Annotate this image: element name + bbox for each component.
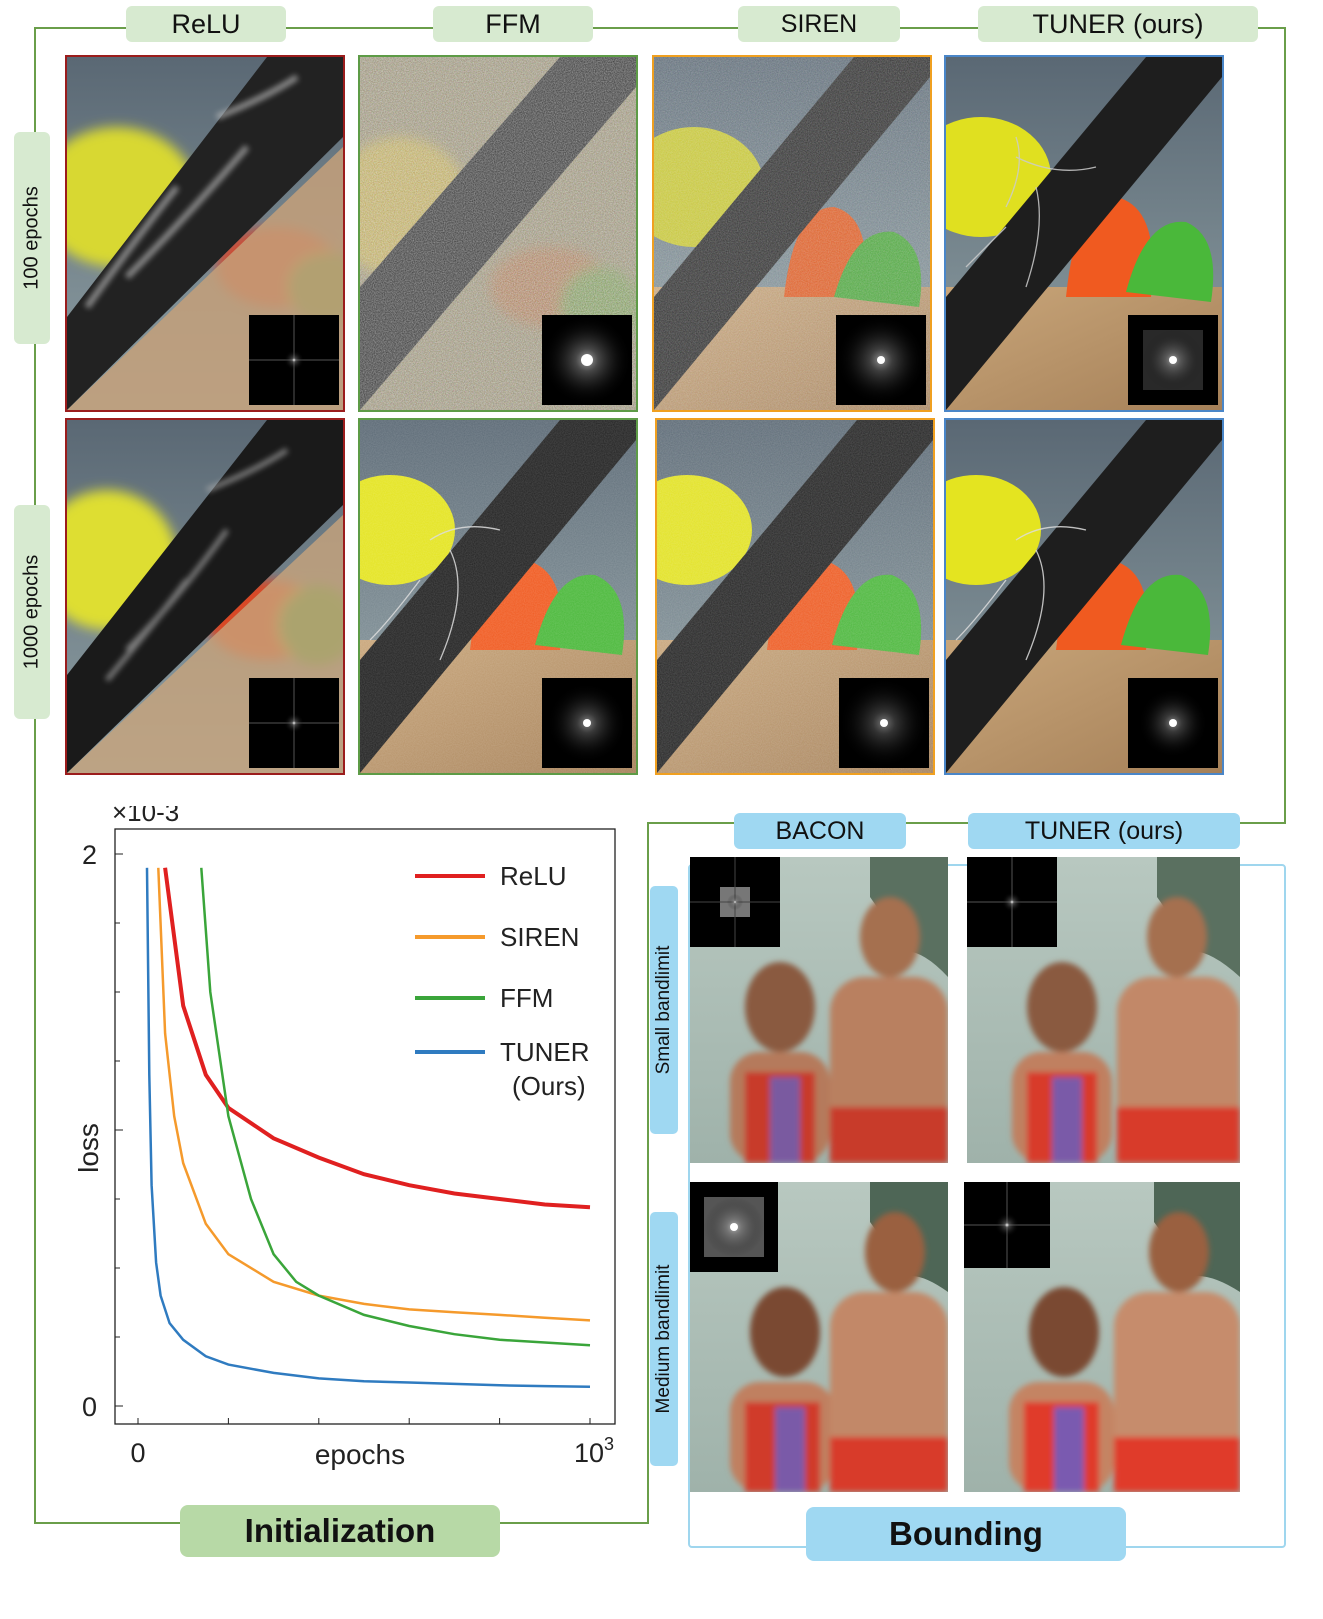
- loss-chart: ×10-3 loss epochs 0 2 0 103 ReLU SIREN FFM TUN…: [70, 797, 640, 1496]
- legend-label-1: SIREN: [500, 922, 579, 952]
- series-line-0: [163, 867, 591, 1210]
- fft-inset-ffm-1000: [542, 678, 632, 768]
- panel-ffm-1000: [358, 418, 638, 775]
- plot-area: [114, 828, 616, 1425]
- section-label-initialization: Initialization: [180, 1505, 500, 1557]
- series-line-3: [145, 867, 591, 1388]
- series-line-2: [200, 867, 591, 1347]
- fft-inset-siren-100: [836, 315, 926, 405]
- fft-inset-relu-100: [249, 315, 339, 405]
- fft-inset-bacon-small: [690, 857, 780, 947]
- initialization-frame-top: [34, 27, 1284, 29]
- legend-label-3: TUNER (Ours): [500, 1037, 590, 1101]
- bacon-small-photo: [690, 857, 948, 1163]
- series-line-1: [157, 867, 591, 1322]
- column-label-relu: ReLU: [126, 6, 286, 42]
- bounding-column-bacon: BACON: [734, 813, 906, 849]
- column-label-tuner: TUNER (ours): [978, 6, 1258, 42]
- panel-tuner-1000: [944, 418, 1224, 775]
- tuner-medium-photo: [964, 1182, 1240, 1492]
- x-tick-label-0: 0: [130, 1438, 145, 1468]
- y-tick-label-0: 0: [82, 1392, 97, 1422]
- panel-relu-1000: [65, 418, 345, 775]
- panel-ffm-100: [358, 55, 638, 412]
- panel-siren-1000: [655, 418, 935, 775]
- x-axis-label: epochs: [315, 1439, 405, 1470]
- fft-inset-tuner-100: [1128, 315, 1218, 405]
- y-tick-label-2: 2: [82, 840, 97, 870]
- bounding-row-small: Small bandlimit: [650, 886, 678, 1134]
- section-label-bounding: Bounding: [806, 1507, 1126, 1561]
- row-label-1000-epochs: 1000 epochs: [14, 505, 50, 719]
- row-label-100-epochs: 100 epochs: [14, 132, 50, 344]
- panel-tuner-100: [944, 55, 1224, 412]
- tuner-small-photo: [967, 857, 1240, 1163]
- initialization-frame-right-top: [1284, 27, 1286, 822]
- legend: ReLU SIREN FFM TUNER (Ours): [415, 861, 590, 1101]
- y-axis-label: loss: [73, 1123, 104, 1173]
- initialization-frame-step: [647, 822, 1286, 824]
- fft-inset-tuner-1000: [1128, 678, 1218, 768]
- initialization-frame-left: [34, 27, 36, 1523]
- initialization-frame-right-bottom: [647, 822, 649, 1522]
- y-multiplier: ×10-3: [112, 806, 179, 827]
- column-label-ffm: FFM: [433, 6, 593, 42]
- fft-inset-tuner-small: [967, 857, 1057, 947]
- fft-inset-siren-1000: [839, 678, 929, 768]
- fft-inset-relu-1000: [249, 678, 339, 768]
- legend-label-2: FFM: [500, 983, 553, 1013]
- bounding-column-tuner: TUNER (ours): [968, 813, 1240, 849]
- fft-inset-tuner-medium: [964, 1182, 1050, 1268]
- fft-inset-bacon-medium: [690, 1182, 778, 1272]
- legend-label-0: ReLU: [500, 861, 566, 891]
- column-label-siren: SIREN: [738, 6, 900, 42]
- panel-siren-100: [652, 55, 932, 412]
- panel-relu-100: [65, 55, 345, 412]
- bacon-medium-photo: [690, 1182, 948, 1492]
- fft-inset-ffm-100: [542, 315, 632, 405]
- series-lines: [145, 867, 591, 1388]
- bounding-row-medium: Medium bandlimit: [650, 1212, 678, 1466]
- x-tick-label-1000: 103: [574, 1434, 614, 1468]
